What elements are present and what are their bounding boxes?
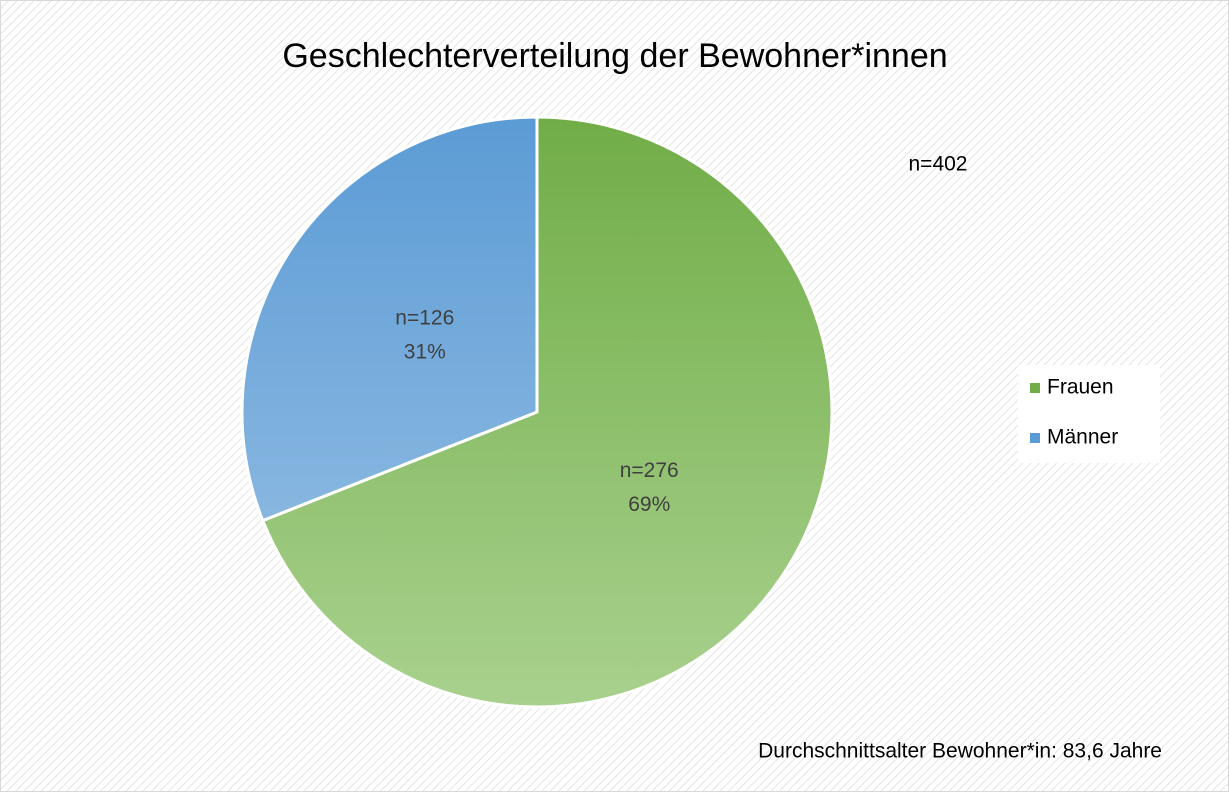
legend-swatch xyxy=(1030,383,1040,393)
legend-label: Männer xyxy=(1047,426,1118,449)
annotation: n=402 xyxy=(909,153,968,176)
chart-title: Geschlechterverteilung der Bewohner*inne… xyxy=(282,37,947,75)
pie-slice xyxy=(260,115,834,709)
annotation: Durchschnittsalter Bewohner*in: 83,6 Jah… xyxy=(758,740,1162,763)
count-label: n=126 xyxy=(395,306,454,329)
legend-swatch xyxy=(1030,433,1040,443)
pie-slice xyxy=(240,115,539,523)
legend-label: Frauen xyxy=(1047,376,1114,399)
value-label: 31% xyxy=(404,340,446,363)
value-label: 69% xyxy=(628,493,670,516)
legend-box xyxy=(1018,365,1160,463)
count-label: n=276 xyxy=(620,459,679,482)
